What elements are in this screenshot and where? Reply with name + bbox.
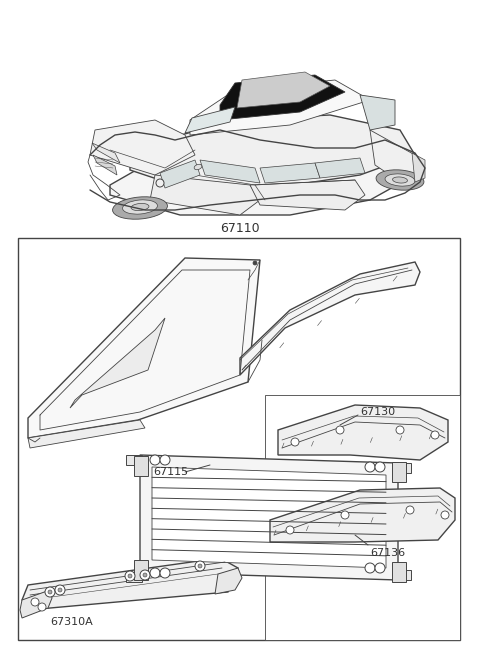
Polygon shape: [28, 258, 260, 438]
Circle shape: [341, 511, 349, 519]
Polygon shape: [22, 558, 238, 610]
Circle shape: [150, 455, 160, 465]
Polygon shape: [260, 163, 320, 183]
Polygon shape: [240, 262, 420, 375]
Polygon shape: [152, 467, 386, 568]
Polygon shape: [392, 562, 406, 582]
Polygon shape: [395, 570, 411, 580]
Circle shape: [58, 588, 62, 592]
Circle shape: [365, 563, 375, 573]
Polygon shape: [237, 72, 330, 108]
Polygon shape: [150, 175, 260, 215]
Text: 67115: 67115: [153, 467, 188, 477]
Polygon shape: [270, 488, 455, 542]
Polygon shape: [392, 462, 406, 482]
Circle shape: [291, 438, 299, 446]
Circle shape: [375, 462, 385, 472]
Polygon shape: [126, 572, 142, 582]
Polygon shape: [28, 420, 145, 448]
Polygon shape: [200, 160, 260, 183]
Ellipse shape: [393, 177, 408, 183]
Polygon shape: [110, 140, 415, 215]
Polygon shape: [220, 75, 345, 120]
Circle shape: [160, 455, 170, 465]
Circle shape: [125, 571, 135, 581]
Polygon shape: [370, 130, 420, 185]
Polygon shape: [126, 455, 142, 465]
Text: 67110: 67110: [220, 222, 260, 235]
Polygon shape: [134, 456, 148, 476]
Bar: [265, 395, 460, 640]
Ellipse shape: [122, 200, 157, 214]
Polygon shape: [190, 80, 370, 135]
Polygon shape: [250, 180, 365, 210]
Bar: [18, 238, 460, 640]
Circle shape: [406, 506, 414, 514]
Ellipse shape: [131, 204, 149, 210]
Circle shape: [128, 574, 132, 578]
Polygon shape: [278, 405, 448, 460]
Polygon shape: [412, 153, 425, 182]
Polygon shape: [160, 160, 200, 188]
Polygon shape: [70, 318, 165, 408]
Polygon shape: [90, 120, 195, 175]
Circle shape: [286, 526, 294, 534]
Polygon shape: [134, 560, 148, 580]
Circle shape: [150, 568, 160, 578]
Circle shape: [38, 603, 46, 611]
Circle shape: [140, 570, 150, 580]
Circle shape: [143, 573, 147, 577]
Text: 67130: 67130: [360, 407, 395, 417]
Circle shape: [253, 261, 257, 265]
Circle shape: [396, 426, 404, 434]
Ellipse shape: [194, 164, 202, 170]
Circle shape: [336, 426, 344, 434]
Circle shape: [198, 564, 202, 568]
Polygon shape: [92, 143, 120, 163]
Polygon shape: [185, 107, 235, 133]
Text: 67136: 67136: [370, 548, 405, 558]
Polygon shape: [360, 95, 395, 130]
Circle shape: [431, 431, 439, 439]
Polygon shape: [395, 463, 411, 473]
Circle shape: [31, 598, 39, 606]
Polygon shape: [130, 115, 415, 190]
Circle shape: [55, 585, 65, 595]
Polygon shape: [20, 590, 52, 618]
Ellipse shape: [385, 174, 415, 186]
Text: 67310A: 67310A: [50, 617, 93, 627]
Ellipse shape: [376, 170, 424, 190]
Circle shape: [441, 511, 449, 519]
Circle shape: [375, 563, 385, 573]
Circle shape: [48, 590, 52, 594]
Circle shape: [45, 587, 55, 597]
Polygon shape: [140, 455, 398, 580]
Polygon shape: [93, 155, 117, 175]
Polygon shape: [215, 568, 242, 594]
Circle shape: [156, 179, 164, 187]
Ellipse shape: [113, 196, 168, 219]
Circle shape: [160, 568, 170, 578]
Circle shape: [195, 561, 205, 571]
Circle shape: [365, 462, 375, 472]
Polygon shape: [315, 158, 365, 178]
